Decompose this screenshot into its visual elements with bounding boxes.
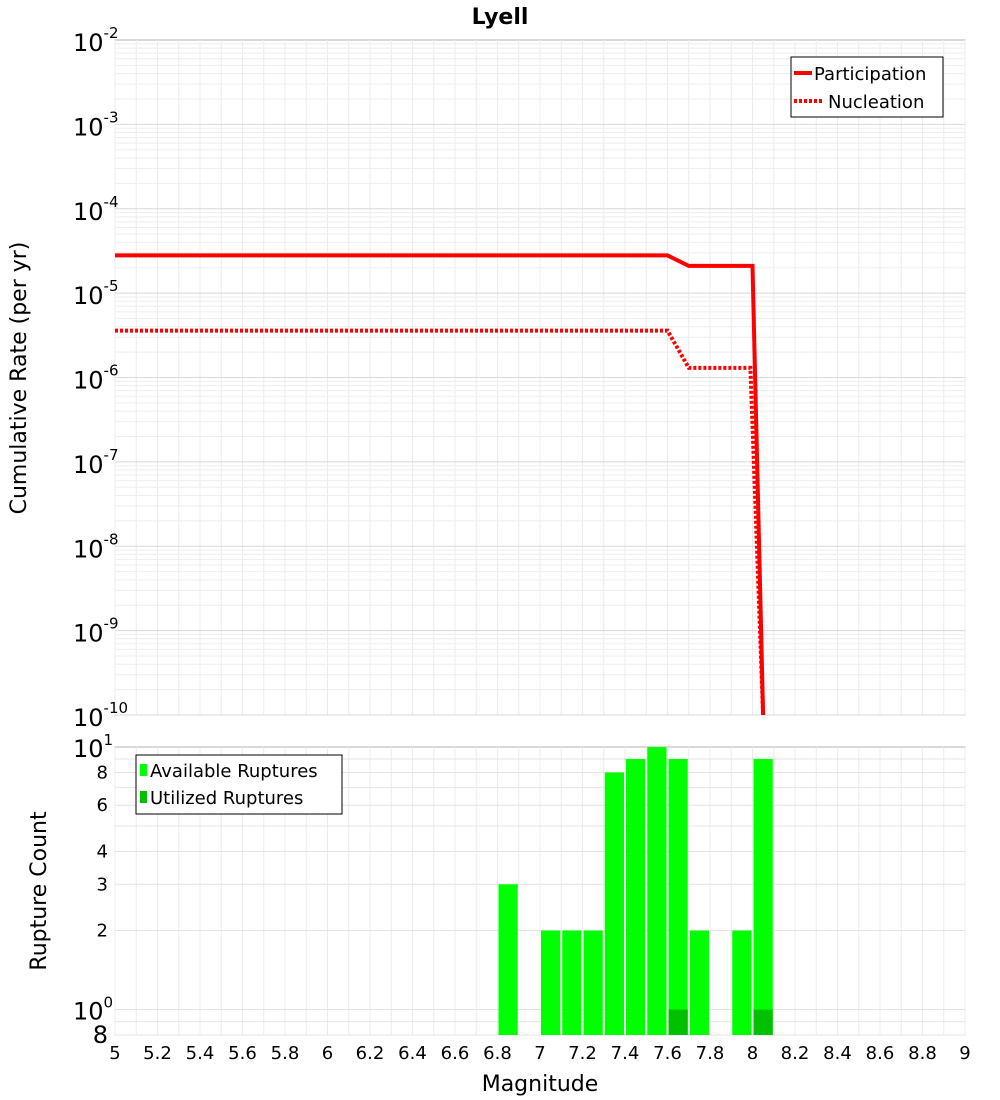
bar-available-ruptures	[626, 759, 646, 1035]
x-tick-label: 5.4	[186, 1043, 215, 1064]
count-plot-bars	[498, 747, 773, 1035]
y-tick-label: 10-10	[73, 699, 128, 732]
bar-available-ruptures	[562, 930, 582, 1035]
rate-y-axis-label: Cumulative Rate (per yr)	[7, 242, 32, 515]
magnitude-x-ticks: 5 5.2 5.4 5.6 5.8 6 6.2 6.4 6.6 6.8 7 7.2 7.4 7.6 7.8 8…	[109, 1043, 970, 1064]
y-tick-label: 100	[73, 994, 113, 1026]
legend-participation-label: Participation	[814, 64, 926, 85]
count-y-axis-label: Rupture Count	[27, 811, 52, 971]
bar-utilized-ruptures	[668, 1009, 688, 1035]
y-tick-label: 10-3	[73, 108, 119, 141]
x-tick-label: 6.2	[356, 1043, 385, 1064]
bar-available-ruptures	[647, 747, 667, 1035]
rate-y-ticks: 10-2 10-3 10-4 10-5 10-6 10-7 10-8 10-9 10-10	[73, 24, 128, 732]
rate-legend: Participation Nucleation	[790, 56, 944, 118]
rate-plot-lines	[115, 253, 766, 716]
count-legend-box	[135, 754, 343, 815]
x-tick-label: 7.2	[568, 1043, 597, 1064]
series-line-nucleation	[115, 328, 766, 716]
y-tick-label: 8	[97, 762, 108, 783]
x-tick-label: 7.8	[696, 1043, 725, 1064]
y-tick-label: 101	[73, 731, 113, 763]
x-tick-label: 6	[322, 1043, 333, 1064]
x-tick-label: 5.2	[143, 1043, 172, 1064]
x-tick-label: 9	[959, 1043, 970, 1064]
legend-utilized-swatch	[140, 791, 147, 803]
chart-title: Lyell	[472, 5, 529, 30]
bar-available-ruptures	[498, 884, 518, 1035]
y-tick-label: 6	[97, 795, 108, 816]
y-tick-label: 2	[97, 921, 108, 942]
y-tick-label: 10-6	[73, 362, 119, 395]
x-tick-label: 5.8	[271, 1043, 300, 1064]
bar-available-ruptures	[541, 930, 561, 1035]
bar-available-ruptures	[668, 759, 688, 1035]
x-tick-label: 6.6	[441, 1043, 470, 1064]
x-tick-label: 8.2	[781, 1043, 810, 1064]
rate-plot: 10-2 10-3 10-4 10-5 10-6 10-7 10-8 10-9 10-10 Cu…	[7, 24, 966, 732]
bar-available-ruptures	[583, 930, 603, 1035]
legend-available-label: Available Ruptures	[150, 761, 318, 782]
bar-utilized-ruptures	[753, 1009, 773, 1035]
y-tick-label: 4	[97, 841, 108, 862]
x-tick-label: 7.4	[611, 1043, 640, 1064]
y-tick-label: 10-8	[73, 530, 119, 563]
x-tick-label: 7.6	[653, 1043, 682, 1064]
x-tick-label: 5.6	[228, 1043, 257, 1064]
x-tick-label: 6.4	[398, 1043, 427, 1064]
y-tick-label: 10-7	[73, 446, 119, 479]
magnitude-x-axis-label: Magnitude	[482, 1072, 599, 1097]
y-tick-label: 10-5	[73, 277, 119, 310]
x-tick-label: 8.4	[823, 1043, 852, 1064]
y-tick-label: 8	[93, 1021, 108, 1049]
series-line-participation	[115, 253, 766, 716]
bar-available-ruptures	[604, 772, 624, 1035]
y-tick-label: 10-2	[73, 24, 119, 57]
legend-available-swatch	[140, 764, 147, 776]
bar-available-ruptures	[732, 930, 752, 1035]
x-tick-label: 8.6	[866, 1043, 895, 1064]
legend-nucleation-label: Nucleation	[828, 92, 924, 113]
y-tick-label: 10-9	[73, 615, 119, 648]
x-tick-label: 6.8	[483, 1043, 512, 1064]
x-tick-label: 7	[534, 1043, 545, 1064]
x-tick-label: 5	[109, 1043, 120, 1064]
legend-utilized-label: Utilized Ruptures	[150, 788, 303, 809]
rate-legend-box	[790, 56, 944, 118]
rate-plot-grid	[114, 40, 966, 716]
y-tick-label: 3	[97, 874, 108, 895]
count-legend: Available Ruptures Utilized Ruptures	[135, 754, 343, 815]
x-tick-label: 8	[747, 1043, 758, 1064]
bar-available-ruptures	[753, 759, 773, 1035]
x-tick-label: 8.8	[908, 1043, 937, 1064]
y-tick-label: 10-4	[73, 193, 119, 226]
bar-available-ruptures	[689, 930, 709, 1035]
